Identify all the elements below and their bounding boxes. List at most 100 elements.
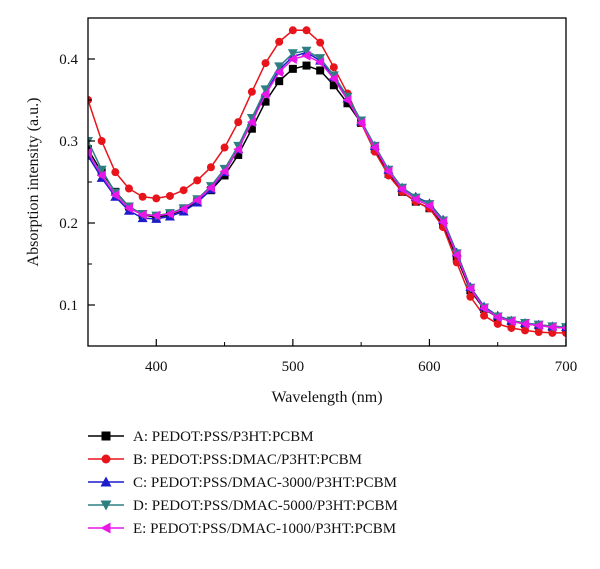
series-c	[88, 47, 566, 332]
data-point	[205, 182, 215, 193]
legend-marker	[100, 522, 111, 534]
data-point	[329, 63, 338, 72]
legend-label: D: PEDOT:PSS/DMAC-5000/P3HT:PCBM	[133, 498, 398, 514]
legend-marker	[101, 431, 111, 441]
y-axis-title: Absorption intensity (a.u.)	[25, 98, 42, 267]
data-point	[369, 142, 379, 153]
data-point	[287, 54, 297, 64]
data-point	[329, 81, 338, 90]
data-point	[261, 59, 270, 68]
data-point	[179, 186, 188, 195]
legend-marker	[101, 454, 111, 464]
data-point	[234, 150, 243, 159]
data-point	[533, 320, 543, 331]
series-line	[88, 54, 566, 329]
data-point	[137, 209, 147, 220]
data-point	[288, 64, 297, 73]
data-point	[479, 303, 489, 314]
series-e	[88, 50, 566, 333]
data-point	[492, 312, 502, 323]
data-point	[234, 118, 243, 127]
data-point	[124, 184, 133, 193]
series-b	[88, 26, 566, 337]
data-point	[192, 195, 202, 206]
data-point	[97, 137, 106, 145]
legend-item: B: PEDOT:PSS:DMAC/P3HT:PCBM	[88, 452, 362, 468]
data-point	[301, 50, 311, 61]
data-point	[275, 37, 284, 46]
legend-label: E: PEDOT:PSS/DMAC-1000/P3HT:PCBM	[133, 521, 396, 537]
data-point	[301, 46, 312, 56]
data-point	[110, 190, 120, 201]
data-point	[152, 194, 161, 203]
data-point	[383, 166, 393, 177]
data-point	[451, 249, 461, 260]
series-line	[88, 50, 566, 328]
data-point	[342, 95, 352, 105]
data-point	[260, 85, 271, 95]
data-point	[275, 77, 284, 86]
legend-marker	[100, 500, 112, 511]
data-point	[520, 318, 530, 329]
data-point	[138, 192, 147, 201]
series-layer	[88, 26, 566, 337]
legend-item: C: PEDOT:PSS/DMAC-3000/P3HT:PCBM	[88, 475, 397, 491]
legend-label: C: PEDOT:PSS/DMAC-3000/P3HT:PCBM	[133, 475, 397, 491]
data-point	[397, 184, 407, 195]
data-point	[465, 283, 475, 294]
legend-label: A: PEDOT:PSS/P3HT:PCBM	[133, 429, 314, 445]
y-tick-label: 0.3	[59, 134, 78, 150]
data-point	[274, 67, 284, 78]
data-point	[493, 319, 502, 328]
data-point	[88, 147, 92, 158]
data-point	[424, 200, 434, 211]
data-point	[111, 168, 120, 177]
y-axis: 0.1 0.2 0.3 0.4	[59, 52, 95, 347]
data-point	[260, 89, 270, 100]
data-point	[547, 322, 557, 333]
data-point	[246, 117, 256, 128]
data-point	[356, 117, 366, 128]
x-tick-label: 700	[555, 359, 578, 375]
series-line	[88, 51, 566, 328]
data-point	[287, 49, 298, 59]
data-point	[274, 62, 285, 72]
data-point	[328, 71, 339, 81]
data-point	[561, 325, 566, 331]
legend-item: E: PEDOT:PSS/DMAC-1000/P3HT:PCBM	[88, 521, 396, 537]
data-point	[302, 61, 311, 70]
data-point	[534, 328, 543, 337]
y-tick-label: 0.1	[59, 298, 78, 314]
legend-item: D: PEDOT:PSS/DMAC-5000/P3HT:PCBM	[88, 498, 398, 514]
data-point	[178, 204, 188, 215]
data-point	[206, 163, 215, 172]
data-point	[328, 73, 338, 84]
data-point	[316, 66, 325, 75]
x-tick-label: 400	[145, 359, 168, 375]
y-tick-label: 0.2	[59, 216, 78, 232]
data-point	[151, 210, 161, 221]
x-tick-label: 600	[418, 359, 441, 375]
data-point	[96, 165, 107, 175]
data-point	[315, 54, 326, 64]
legend-label: B: PEDOT:PSS:DMAC/P3HT:PCBM	[133, 452, 362, 468]
data-point	[507, 323, 516, 332]
data-point	[123, 203, 133, 214]
legend-marker	[100, 476, 112, 487]
legend-item: A: PEDOT:PSS/P3HT:PCBM	[88, 429, 314, 445]
x-tick-label: 500	[282, 359, 305, 375]
data-point	[247, 87, 256, 96]
data-point	[521, 326, 530, 335]
series-d	[88, 46, 566, 333]
data-point	[164, 208, 174, 219]
x-axis: 400 500 600 700	[87, 339, 578, 375]
data-point	[438, 217, 448, 228]
data-point	[410, 194, 420, 205]
data-point	[315, 57, 325, 68]
data-point	[506, 316, 516, 327]
data-point	[193, 176, 202, 185]
data-point	[219, 166, 229, 177]
data-point	[96, 170, 106, 181]
data-point	[343, 99, 352, 108]
